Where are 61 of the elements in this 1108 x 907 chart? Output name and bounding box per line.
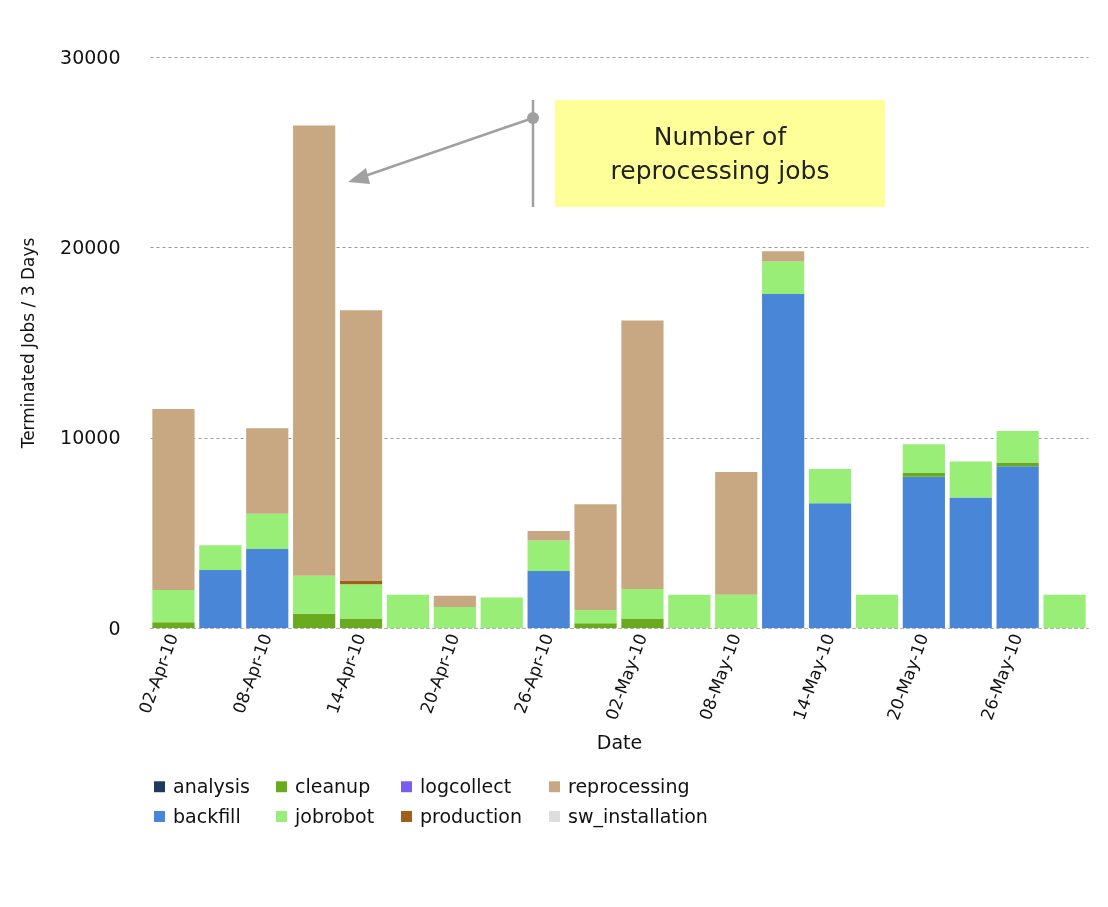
- bar: [715, 471, 758, 595]
- bar: [1043, 594, 1086, 628]
- bar: [293, 613, 336, 628]
- bar: [574, 609, 617, 624]
- bar: [199, 545, 242, 570]
- legend-label: reprocessing: [568, 774, 690, 797]
- callout-box: Number of reprocessing jobs: [555, 100, 885, 207]
- bar: [246, 549, 289, 628]
- bar: [762, 251, 805, 262]
- bar: [808, 503, 852, 628]
- x-axis-title: Date: [596, 731, 643, 754]
- bar: [621, 320, 664, 589]
- bar: [527, 570, 570, 628]
- bar: [152, 409, 195, 590]
- bar: [386, 594, 430, 628]
- legend-label: production: [420, 804, 523, 827]
- bar: [668, 594, 711, 628]
- bar: [339, 584, 383, 619]
- bar: [246, 513, 289, 550]
- bar: [339, 310, 383, 581]
- legend-label: sw_installation: [568, 804, 708, 828]
- bar: [199, 569, 242, 628]
- bar: [574, 623, 617, 628]
- bar: [949, 497, 992, 628]
- bar: [433, 595, 476, 608]
- bar: [762, 293, 805, 628]
- legend-label: logcollect: [420, 774, 512, 797]
- legend-label: jobrobot: [294, 804, 375, 827]
- bar: [527, 530, 570, 541]
- legend-label: cleanup: [295, 774, 371, 797]
- bar: [902, 472, 945, 477]
- bar: [996, 462, 1039, 467]
- legend-label: analysis: [173, 774, 250, 797]
- y-tick-label: 10000: [60, 426, 121, 449]
- bar: [339, 580, 383, 585]
- bar: [855, 594, 899, 628]
- bar: [949, 461, 992, 498]
- bar: [902, 476, 945, 628]
- bar: [152, 589, 195, 623]
- legend-label: backfill: [173, 804, 241, 827]
- bar: [621, 618, 664, 628]
- y-tick-label: 30000: [60, 45, 121, 68]
- bar: [293, 125, 336, 576]
- bar: [996, 466, 1039, 628]
- bar: [715, 594, 758, 628]
- bar: [574, 504, 617, 610]
- bar: [621, 588, 664, 619]
- bar: [152, 622, 195, 628]
- y-axis-title: Terminated Jobs / 3 Days: [18, 237, 39, 450]
- bar: [339, 618, 383, 628]
- bar: [902, 444, 945, 473]
- bar: [527, 540, 570, 571]
- bar: [433, 607, 476, 628]
- y-tick-label: 20000: [60, 235, 121, 258]
- y-tick-label: 0: [108, 616, 121, 639]
- bar: [480, 597, 523, 628]
- bar: [246, 428, 289, 514]
- bar: [293, 575, 336, 614]
- bar: [808, 469, 852, 504]
- bar: [762, 261, 805, 294]
- bar: [996, 431, 1039, 463]
